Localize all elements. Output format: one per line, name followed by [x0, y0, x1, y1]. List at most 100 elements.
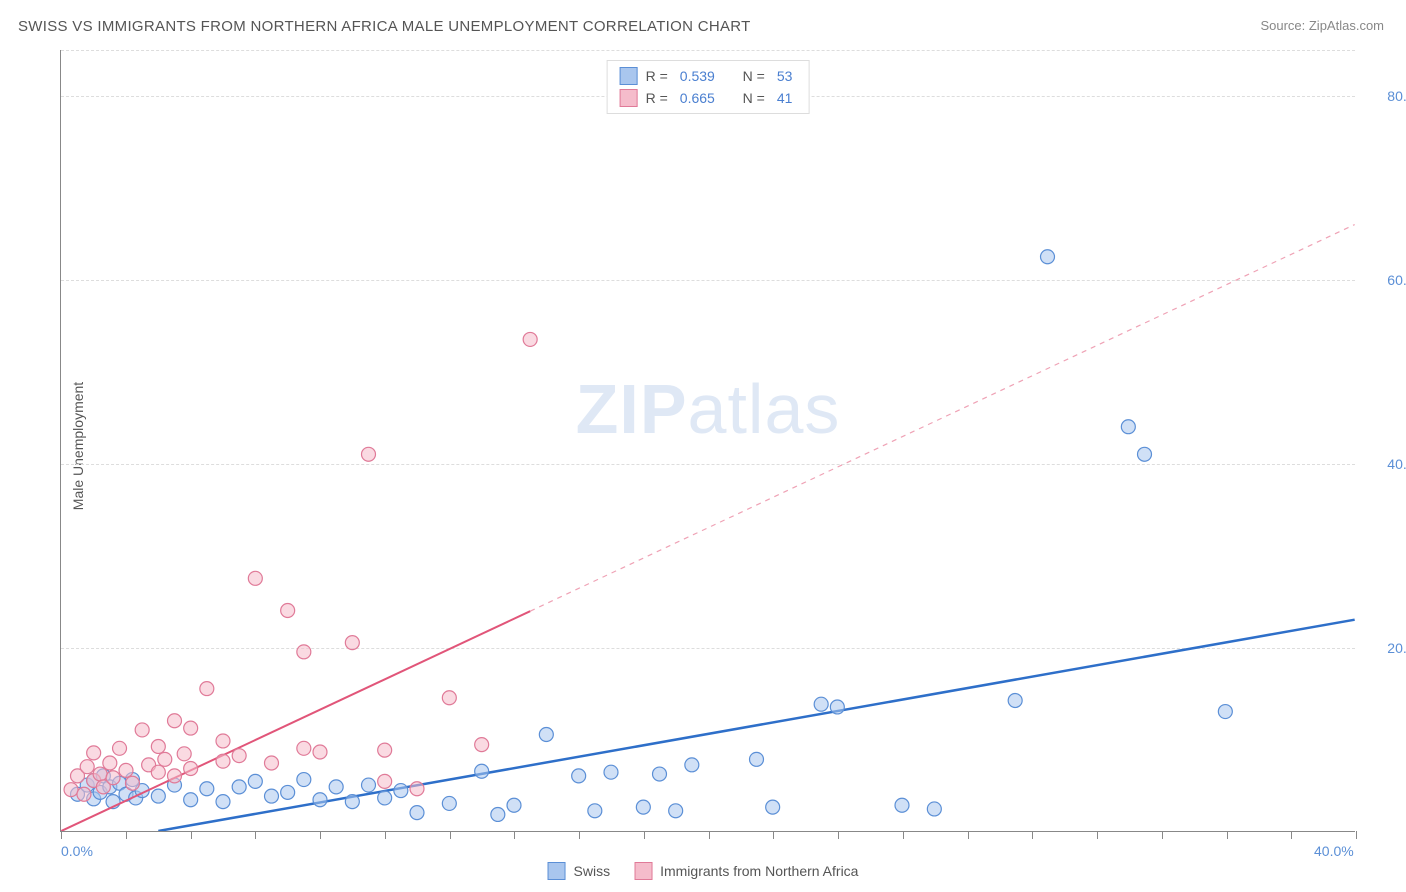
legend-swatch: [620, 67, 638, 85]
trend-line-solid: [61, 611, 530, 831]
legend-r-value: 0.539: [680, 68, 715, 84]
data-point: [216, 734, 230, 748]
data-point: [329, 780, 343, 794]
data-point: [345, 636, 359, 650]
data-point: [1008, 694, 1022, 708]
data-point: [507, 798, 521, 812]
chart-svg: [61, 50, 1355, 831]
data-point: [297, 645, 311, 659]
data-point: [491, 807, 505, 821]
data-point: [297, 773, 311, 787]
data-point: [184, 793, 198, 807]
x-tick: [320, 831, 321, 839]
plot-area: ZIPatlas 20.0%40.0%60.0%80.0% 0.0%40.0% …: [60, 50, 1355, 832]
data-point: [362, 778, 376, 792]
data-point: [135, 723, 149, 737]
x-tick-label: 0.0%: [61, 843, 93, 859]
data-point: [604, 765, 618, 779]
y-tick-label: 40.0%: [1387, 456, 1406, 472]
data-point: [200, 782, 214, 796]
x-tick: [1097, 831, 1098, 839]
data-point: [653, 767, 667, 781]
data-point: [345, 795, 359, 809]
data-point: [80, 760, 94, 774]
x-tick: [709, 831, 710, 839]
data-point: [669, 804, 683, 818]
data-point: [442, 691, 456, 705]
legend-series-item: Immigrants from Northern Africa: [634, 862, 858, 880]
data-point: [1138, 447, 1152, 461]
trend-line-solid: [158, 620, 1354, 831]
x-tick: [61, 831, 62, 839]
data-point: [1121, 420, 1135, 434]
data-point: [106, 771, 120, 785]
y-tick-label: 20.0%: [1387, 640, 1406, 656]
data-point: [394, 784, 408, 798]
legend-n-value: 53: [777, 68, 793, 84]
x-tick: [644, 831, 645, 839]
data-point: [113, 741, 127, 755]
data-point: [362, 447, 376, 461]
data-point: [168, 714, 182, 728]
data-point: [125, 776, 139, 790]
legend-n-label: N =: [743, 68, 765, 84]
data-point: [265, 756, 279, 770]
data-point: [151, 739, 165, 753]
data-point: [523, 332, 537, 346]
data-point: [281, 785, 295, 799]
legend-series-label: Immigrants from Northern Africa: [660, 863, 858, 879]
legend-r-value: 0.665: [680, 90, 715, 106]
data-point: [93, 767, 107, 781]
x-tick: [126, 831, 127, 839]
data-point: [151, 789, 165, 803]
x-tick: [838, 831, 839, 839]
data-point: [248, 571, 262, 585]
data-point: [313, 793, 327, 807]
data-point: [636, 800, 650, 814]
x-tick: [385, 831, 386, 839]
x-tick: [1356, 831, 1357, 839]
chart-title: SWISS VS IMMIGRANTS FROM NORTHERN AFRICA…: [18, 18, 751, 35]
data-point: [475, 764, 489, 778]
data-point: [281, 603, 295, 617]
data-point: [158, 752, 172, 766]
data-point: [410, 806, 424, 820]
data-point: [814, 697, 828, 711]
x-tick: [450, 831, 451, 839]
data-point: [895, 798, 909, 812]
legend-swatch: [634, 862, 652, 880]
x-tick: [903, 831, 904, 839]
data-point: [830, 700, 844, 714]
legend-r-label: R =: [646, 90, 668, 106]
data-point: [572, 769, 586, 783]
data-point: [475, 738, 489, 752]
data-point: [265, 789, 279, 803]
x-tick: [191, 831, 192, 839]
legend-correlation-row: R = 0.539 N = 53: [620, 67, 797, 85]
legend-swatch: [620, 89, 638, 107]
data-point: [248, 774, 262, 788]
data-point: [410, 782, 424, 796]
data-point: [216, 754, 230, 768]
legend-series-label: Swiss: [574, 863, 611, 879]
data-point: [1218, 705, 1232, 719]
data-point: [297, 741, 311, 755]
x-tick: [773, 831, 774, 839]
data-point: [168, 769, 182, 783]
legend-correlation-row: R =0.665 N =41: [620, 89, 797, 107]
x-tick: [1032, 831, 1033, 839]
x-tick: [1291, 831, 1292, 839]
x-tick-label: 40.0%: [1314, 843, 1354, 859]
data-point: [64, 783, 78, 797]
data-point: [927, 802, 941, 816]
legend-n-value: 41: [777, 90, 793, 106]
legend-series-item: Swiss: [548, 862, 611, 880]
x-tick: [1227, 831, 1228, 839]
data-point: [1041, 250, 1055, 264]
data-point: [184, 762, 198, 776]
data-point: [378, 791, 392, 805]
x-tick: [255, 831, 256, 839]
legend-r-label: R =: [646, 68, 668, 84]
data-point: [87, 746, 101, 760]
y-tick-label: 80.0%: [1387, 88, 1406, 104]
